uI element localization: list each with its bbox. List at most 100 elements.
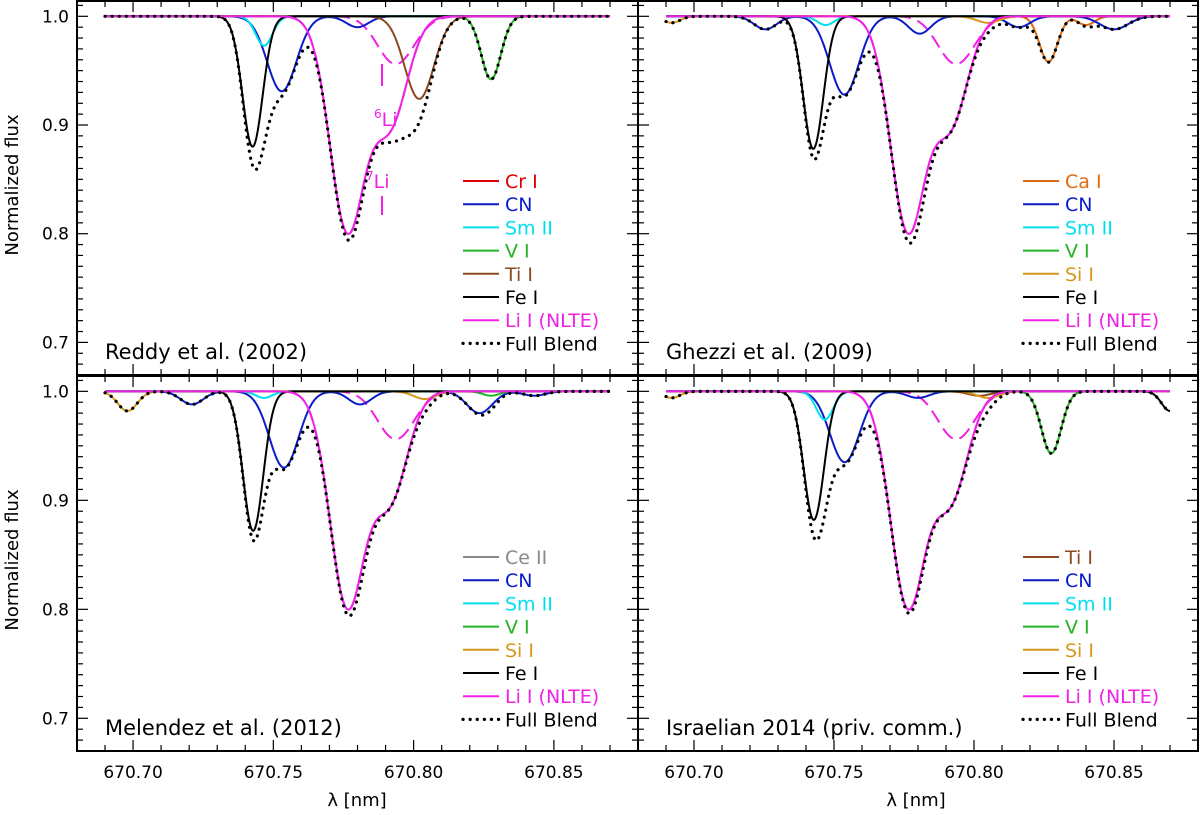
legend-label: CN bbox=[1065, 570, 1092, 592]
legend-item-ca-i: Ca I bbox=[1023, 171, 1102, 193]
li7-label: 7Li bbox=[366, 169, 390, 193]
legend-label: Sm II bbox=[505, 593, 553, 615]
curve-full-blend bbox=[103, 389, 612, 618]
legend-item-sm-ii: Sm II bbox=[463, 217, 553, 239]
legend-label: Fe I bbox=[505, 287, 538, 309]
legend-item-ti-i: Ti I bbox=[463, 264, 533, 286]
curve-li-i-nlte bbox=[105, 15, 610, 236]
panel-title: Ghezzi et al. (2009) bbox=[666, 340, 873, 364]
legend-item-si-i: Si I bbox=[463, 640, 534, 662]
li-isotope-7li-curve bbox=[105, 390, 610, 611]
li-isotope-6li-curve bbox=[105, 15, 610, 66]
y-tick-label: 0.7 bbox=[42, 709, 69, 729]
legend-label: Fe I bbox=[1065, 663, 1098, 685]
x-tick-label: 670.80 bbox=[384, 763, 443, 783]
y-axis-label-bottom: Normalized flux bbox=[2, 489, 23, 631]
plot-area bbox=[103, 14, 612, 242]
curve-fe-i bbox=[105, 15, 610, 148]
panel-1: 0.7 0.8 0.9 1.0 Reddy et al. (2002) Cr ICNSm … bbox=[42, 0, 639, 376]
curve-li-i-nlte bbox=[666, 390, 1170, 611]
legend-label: Li I (NLTE) bbox=[505, 310, 599, 332]
li-isotope-7li-curve bbox=[666, 15, 1170, 236]
legend-item-full-blend: Full Blend bbox=[461, 709, 598, 731]
legend-item-v-i: V I bbox=[1023, 617, 1090, 639]
li6-symbol: Li bbox=[382, 109, 398, 131]
li-isotope-7li-curve bbox=[105, 15, 610, 236]
legend-label: CN bbox=[505, 194, 532, 216]
y-axis bbox=[638, 4, 1198, 365]
legend-label: V I bbox=[1065, 617, 1090, 639]
curve-full-blend bbox=[664, 389, 1172, 616]
legend-label: V I bbox=[505, 617, 530, 639]
x-axis-label-left: λ [nm] bbox=[327, 790, 386, 811]
li6-label: 6Li bbox=[374, 107, 398, 131]
legend-label: Sm II bbox=[1065, 593, 1113, 615]
legend-label: Ce II bbox=[505, 547, 547, 569]
curve-full-blend bbox=[103, 14, 612, 242]
legend-label: CN bbox=[1065, 194, 1092, 216]
y-tick-label: 0.9 bbox=[42, 116, 69, 136]
plot-area bbox=[103, 389, 612, 618]
li-isotope-7li-curve bbox=[666, 390, 1170, 611]
legend-item-cn: CN bbox=[463, 194, 532, 216]
curve-li-i-nlte bbox=[666, 15, 1170, 236]
legend-label: Si I bbox=[1065, 264, 1094, 286]
panel-3: 670.70 670.75 670.80 670.85 0.7 0.8 0.9 1.0 Mele… bbox=[42, 375, 639, 783]
y-axis bbox=[638, 379, 1198, 741]
legend-item-fe-i: Fe I bbox=[1023, 287, 1098, 309]
x-axis bbox=[665, 1, 1171, 375]
legend-item-v-i: V I bbox=[463, 617, 530, 639]
legend-label: Li I (NLTE) bbox=[1065, 686, 1159, 708]
li-isotope-6li-curve bbox=[666, 15, 1170, 66]
legend-item-v-i: V I bbox=[463, 241, 530, 263]
legend-label: Ti I bbox=[1064, 547, 1093, 569]
curve-full-blend bbox=[664, 14, 1172, 245]
y-tick-label: 0.7 bbox=[42, 333, 69, 353]
legend-item-li-i-nlte: Li I (NLTE) bbox=[463, 310, 599, 332]
x-axis bbox=[104, 1, 611, 375]
legend-label: Full Blend bbox=[1065, 709, 1158, 731]
x-tick-label: 670.75 bbox=[244, 763, 303, 783]
legend-item-cn: CN bbox=[1023, 570, 1092, 592]
legend-item-si-i: Si I bbox=[1023, 640, 1094, 662]
panel-4: 670.70 670.75 670.80 670.85 Israelian 2014 (… bbox=[637, 375, 1199, 783]
plot-area bbox=[664, 389, 1172, 616]
legend-item-ti-i: Ti I bbox=[1023, 547, 1093, 569]
x-axis: 670.70 670.75 670.80 670.85 bbox=[103, 376, 611, 783]
legend-label: Ti I bbox=[504, 264, 533, 286]
y-tick-label: 0.9 bbox=[42, 491, 69, 511]
legend-label: Li I (NLTE) bbox=[505, 686, 599, 708]
y-tick-label: 1.0 bbox=[42, 7, 69, 27]
isotope-annotations: 6Li 7Li bbox=[366, 64, 398, 215]
legend-item-si-i: Si I bbox=[1023, 264, 1094, 286]
y-axis: 0.7 0.8 0.9 1.0 bbox=[42, 4, 638, 365]
legend-label: Ca I bbox=[1065, 171, 1102, 193]
panel-title: Reddy et al. (2002) bbox=[105, 340, 307, 364]
y-tick-label: 1.0 bbox=[42, 382, 69, 402]
legend-label: Si I bbox=[505, 640, 534, 662]
legend-item-full-blend: Full Blend bbox=[1021, 709, 1158, 731]
legend-item-ce-ii: Ce II bbox=[463, 547, 547, 569]
plot-area bbox=[664, 14, 1172, 245]
legend-item-sm-ii: Sm II bbox=[1023, 593, 1113, 615]
curve-fe-i bbox=[105, 390, 610, 533]
x-tick-label: 670.70 bbox=[103, 763, 162, 783]
curve-v-i bbox=[666, 390, 1170, 455]
li7-symbol: Li bbox=[374, 171, 390, 193]
legend-item-v-i: V I bbox=[1023, 241, 1090, 263]
legend-item-fe-i: Fe I bbox=[463, 663, 538, 685]
legend-label: Fe I bbox=[505, 663, 538, 685]
legend-label: Full Blend bbox=[1065, 333, 1158, 355]
legend-item-full-blend: Full Blend bbox=[461, 333, 598, 355]
legend-item-li-i-nlte: Li I (NLTE) bbox=[1023, 310, 1159, 332]
curve-cn bbox=[105, 15, 610, 93]
y-tick-label: 0.8 bbox=[42, 225, 69, 245]
x-tick-label: 670.70 bbox=[664, 763, 723, 783]
x-tick-label: 670.85 bbox=[524, 763, 583, 783]
curve-ti-i bbox=[105, 15, 610, 100]
curve-cn bbox=[666, 390, 1170, 464]
